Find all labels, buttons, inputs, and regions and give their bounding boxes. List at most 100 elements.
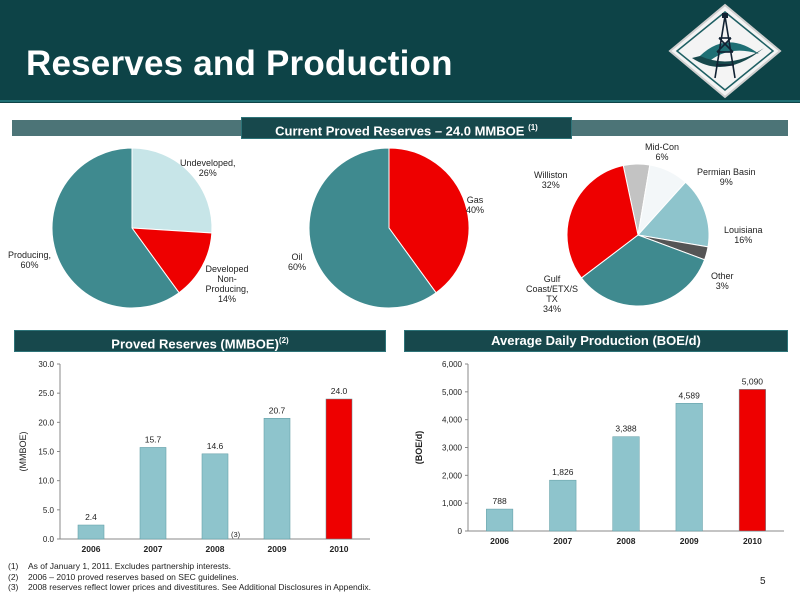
footnote-number: (2) <box>8 571 19 582</box>
footnote-text: 2008 reserves reflect lower prices and d… <box>28 582 372 592</box>
x-tick-label: 2007 <box>553 536 572 546</box>
bar-2009 <box>675 403 703 532</box>
pie-slice-gulf-coast-etx-s-tx <box>580 234 706 307</box>
y-tick-label: 0.0 <box>43 535 55 544</box>
pie-slice-gas <box>388 147 470 294</box>
y-tick-label: 5,000 <box>442 388 463 397</box>
bar-value-label: 3,388 <box>615 424 637 434</box>
y-tick-label: 15.0 <box>38 448 54 457</box>
bar-value-label: 788 <box>493 496 507 506</box>
y-tick-label: 20.0 <box>38 418 54 427</box>
y-axis-label: (MMBOE) <box>18 432 28 472</box>
bar-value-label: 15.7 <box>145 434 162 444</box>
y-tick-label: 25.0 <box>38 389 54 398</box>
page-number: 5 <box>760 576 766 587</box>
pie-label-text: Williston <box>534 170 568 180</box>
pie-label-other: Other 3% <box>711 271 734 291</box>
footnote-1: (1) As of January 1, 2011. Excludes partn… <box>8 561 371 572</box>
bar-2007 <box>549 479 577 532</box>
reserves-banner: Current Proved Reserves – 24.0 MMBOE (1) <box>241 117 572 139</box>
pie-label-text: Permian Basin <box>697 167 756 177</box>
x-tick-label: 2006 <box>82 544 101 554</box>
pie-label-oil: Oil 60% <box>288 252 306 272</box>
x-tick-label: 2006 <box>490 536 509 546</box>
bar-value-label: 1,826 <box>552 467 574 477</box>
pie-label-undeveloped: Undeveloped, 26% <box>180 158 236 178</box>
pie-label-louisiana: Louisiana 16% <box>724 225 763 245</box>
x-tick-label: 2009 <box>680 536 699 546</box>
proved-reserves-banner: Proved Reserves (MMBOE)(2) <box>14 330 386 352</box>
oil-gas-pie <box>308 147 470 309</box>
pie-label-value: 26% <box>198 168 217 178</box>
reserves-status-pie <box>51 147 213 309</box>
x-tick-label: 2007 <box>144 544 163 554</box>
pie-label-value: 32% <box>541 180 560 190</box>
header-bar <box>0 0 800 103</box>
y-tick-label: 4,000 <box>442 416 463 425</box>
pie-label-text: Gas <box>466 195 484 205</box>
production-banner: Average Daily Production (BOE/d) <box>404 330 788 352</box>
y-tick-label: 5.0 <box>43 506 55 515</box>
bar-value-label: 2.4 <box>85 512 97 522</box>
proved-banner-text: Proved Reserves (MMBOE) <box>111 336 279 352</box>
bar-2006 <box>486 508 514 532</box>
proved-banner-footnote: (2) <box>278 336 289 345</box>
reserves-banner-text: Current Proved Reserves – 24.0 MMBOE <box>275 123 525 139</box>
region-pie <box>566 163 710 307</box>
x-tick-label: 2010 <box>743 536 762 546</box>
header-divider <box>0 100 800 102</box>
bar-value-label: 4,589 <box>679 390 701 400</box>
y-axis-label: (BOE/d) <box>414 431 424 465</box>
pie-label-williston: Williston 32% <box>534 170 568 190</box>
pie-label-text: Undeveloped, <box>180 158 236 168</box>
pie-label-gas: Gas 40% <box>466 195 484 215</box>
x-tick-label: 2010 <box>330 544 349 554</box>
bar-value-label: 20.7 <box>269 405 286 415</box>
pie-label-value: 60% <box>288 262 307 272</box>
footnotes: (1) As of January 1, 2011. Excludes partn… <box>8 561 371 593</box>
daily-production-bar-chart: 0 1,000 2,000 3,000 4,000 5,000 6,000 788 2006 1,… <box>414 360 784 546</box>
bar-2007 <box>139 447 167 540</box>
x-tick-label: 2009 <box>268 544 287 554</box>
production-banner-text: Average Daily Production (BOE/d) <box>491 333 701 348</box>
proved-reserves-bar-chart: 0.0 5.0 10.0 15.0 20.0 25.0 30.0 2.4 2006 15.7 200… <box>18 360 370 554</box>
bar-2010 <box>325 398 353 540</box>
pie-label-mid-con: Mid-Con 6% <box>645 142 679 162</box>
pie-label-text: Oil <box>291 252 303 262</box>
y-tick-label: 6,000 <box>442 360 463 369</box>
pie-label-developed-non-producing: Developed Non-Producing, 14% <box>198 264 256 304</box>
pie-slice-oil <box>308 147 437 309</box>
y-tick-label: 0 <box>458 527 463 536</box>
pie-label-value: 14% <box>217 294 236 304</box>
pie-slice-louisiana <box>637 181 710 248</box>
pie-label-permian-basin: Permian Basin 9% <box>697 167 756 187</box>
pie-label-value: 60% <box>20 260 39 270</box>
bar-value-label: 5,090 <box>742 376 764 386</box>
y-tick-label: 1,000 <box>442 499 463 508</box>
pie-slice-undeveloped <box>131 147 213 234</box>
footnote-3: (3) 2008 reserves reflect lower prices an… <box>8 582 371 593</box>
y-tick-label: 2,000 <box>442 471 463 480</box>
bar-2006 <box>77 524 105 540</box>
x-tick-label: 2008 <box>206 544 225 554</box>
pie-label-gulf-coast: Gulf Coast/ETX/S TX 34% <box>524 274 580 314</box>
footnote-2: (2) 2006 – 2010 proved reserves based on … <box>8 572 371 583</box>
x-tick-label: 2008 <box>617 536 636 546</box>
bar-2008 <box>612 436 640 532</box>
bar-2009 <box>263 418 291 540</box>
pie-label-value: 3% <box>715 281 729 291</box>
pie-slice-producing <box>51 147 180 309</box>
pie-label-value: 40% <box>466 205 485 215</box>
pie-label-text: Other <box>711 271 734 281</box>
page-title: Reserves and Production <box>26 44 453 83</box>
company-logo <box>668 3 782 99</box>
reserves-banner-footnote: (1) <box>528 123 538 132</box>
footnote-text: 2006 – 2010 proved reserves based on SEC… <box>28 571 239 582</box>
pie-label-value: 34% <box>542 304 561 314</box>
pie-label-value: 9% <box>719 177 733 187</box>
bar-2008 <box>201 453 229 540</box>
footnote-number: (3) <box>8 582 19 592</box>
footnote-number: (1) <box>8 561 19 571</box>
pie-label-value: 16% <box>734 235 753 245</box>
pie-label-text: Louisiana <box>724 225 763 235</box>
